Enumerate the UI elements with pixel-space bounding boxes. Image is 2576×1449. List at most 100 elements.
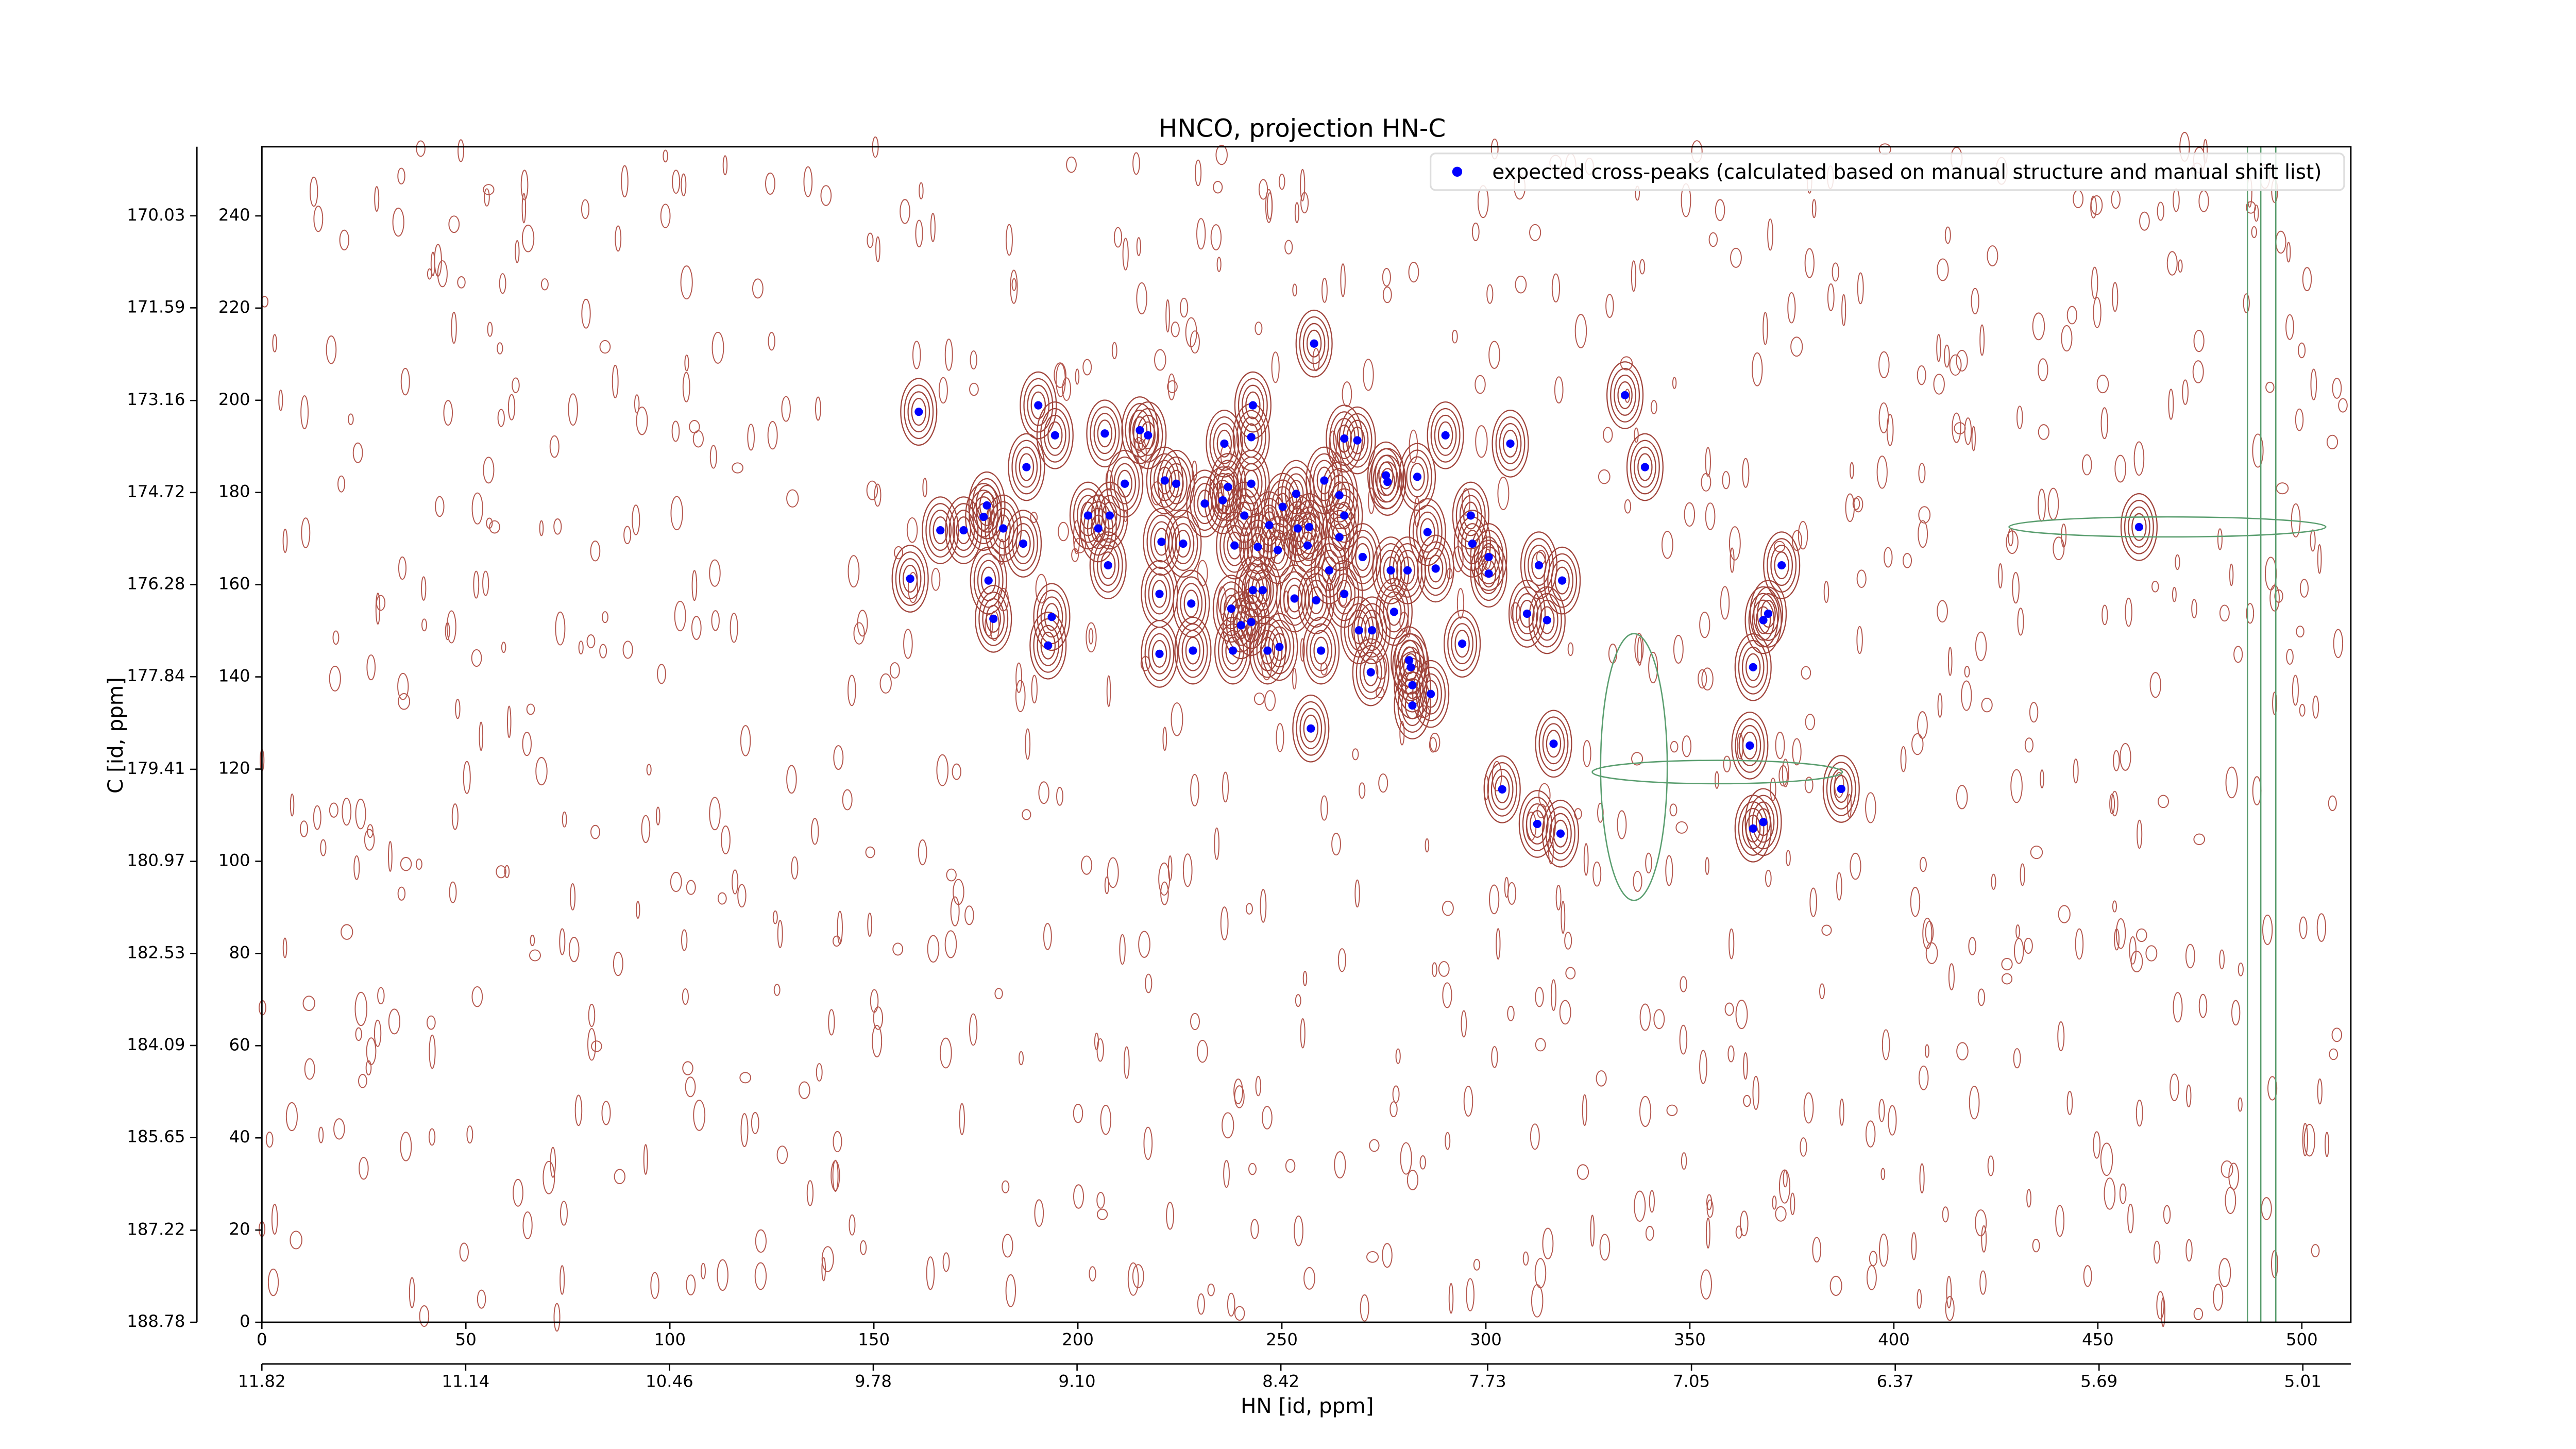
- peak-contour: [1553, 819, 1568, 848]
- noise-contour: [2325, 1132, 2330, 1157]
- cross-peak: [1837, 784, 1845, 794]
- noise-contour: [751, 1112, 759, 1134]
- noise-contour: [1123, 1046, 1130, 1079]
- noise-contour: [1937, 258, 1949, 281]
- noise-contour: [282, 528, 288, 553]
- noise-contour: [1699, 612, 1710, 638]
- peak-contour: [1545, 806, 1575, 861]
- noise-contour: [358, 1074, 367, 1088]
- peak-contour: [1168, 469, 1184, 498]
- noise-contour: [691, 570, 698, 601]
- peak-contour: [1502, 429, 1518, 458]
- cross-peak: [1200, 499, 1209, 508]
- peak-contour: [1731, 712, 1769, 780]
- noise-contour: [1165, 299, 1170, 333]
- noise-contour: [2120, 743, 2131, 771]
- noise-contour: [1171, 322, 1180, 338]
- cross-peak: [1265, 521, 1274, 530]
- peak-contour: [1402, 449, 1432, 504]
- peak-contour: [925, 503, 956, 558]
- noise-contour: [866, 480, 878, 500]
- noise-contour: [2153, 1240, 2161, 1264]
- noise-contour: [1880, 1168, 1886, 1181]
- noise-contour: [581, 298, 591, 329]
- noise-contour: [2136, 1099, 2143, 1127]
- peak-contour: [1735, 718, 1765, 773]
- noise-contour: [1922, 917, 1933, 950]
- peak-contour: [1332, 481, 1347, 510]
- x2-tick-label: 11.82: [238, 1372, 286, 1391]
- cross-peak: [1317, 646, 1326, 655]
- x-tick-label: 350: [1674, 1330, 1706, 1350]
- x-tick-label: 250: [1266, 1330, 1298, 1350]
- peak-contour: [1223, 525, 1246, 566]
- peak-contour: [1416, 511, 1439, 553]
- peak-contour: [1097, 419, 1113, 448]
- noise-contour: [820, 185, 832, 206]
- noise-contour: [2192, 360, 2204, 383]
- noise-contour: [621, 165, 629, 198]
- noise-contour: [685, 1076, 696, 1098]
- noise-contour: [831, 1160, 840, 1191]
- cross-peak: [1534, 561, 1544, 570]
- noise-contour: [959, 1103, 965, 1135]
- cross-peak: [1640, 463, 1649, 471]
- noise-contour: [1190, 330, 1200, 354]
- noise-contour: [1631, 260, 1637, 292]
- noise-contour: [2010, 769, 2023, 803]
- peak-contour: [1530, 810, 1545, 838]
- peak-contour: [1473, 530, 1504, 584]
- noise-contour: [2104, 1177, 2116, 1210]
- y-axis-label: C [id, ppm]: [103, 677, 128, 794]
- noise-contour: [709, 445, 717, 469]
- noise-contour: [671, 420, 680, 442]
- noise-contour: [2267, 1076, 2278, 1101]
- noise-contour: [1680, 976, 1687, 992]
- peak-contour: [1416, 666, 1446, 721]
- noise-contour: [272, 334, 277, 352]
- noise-contour: [1969, 1086, 1980, 1120]
- noise-contour: [1839, 1098, 1844, 1126]
- cross-peak: [1136, 426, 1144, 435]
- peak-contour: [1040, 408, 1070, 463]
- noise-contour: [709, 797, 721, 831]
- noise-contour: [1798, 521, 1808, 550]
- noise-contour: [530, 934, 535, 947]
- peak-contour: [1412, 504, 1443, 560]
- y-tick-label: 160: [218, 574, 250, 594]
- green-contours: [1591, 146, 2327, 1323]
- noise-contour: [1981, 1225, 1987, 1253]
- noise-contour: [1253, 692, 1265, 705]
- peak-contour: [1004, 510, 1042, 578]
- peak-contour: [1363, 658, 1379, 686]
- noise-contour: [463, 761, 471, 794]
- noise-contour: [304, 1058, 315, 1080]
- peak-contour: [1487, 762, 1517, 817]
- noise-contour: [1866, 1265, 1877, 1290]
- peak-contour: [1410, 463, 1425, 491]
- noise-contour: [1911, 1232, 1917, 1260]
- peak-contour: [929, 510, 952, 551]
- noise-contour: [2286, 242, 2291, 263]
- noise-contour: [309, 176, 318, 207]
- noise-contour: [2113, 750, 2120, 771]
- noise-contour: [1111, 342, 1117, 359]
- noise-contour: [1354, 879, 1360, 908]
- noise-contour: [512, 377, 520, 393]
- noise-contour: [786, 489, 799, 508]
- peak-contour: [985, 494, 1022, 563]
- peak-contour: [1252, 623, 1283, 678]
- noise-contour: [1850, 462, 1854, 479]
- noise-contour: [2299, 704, 2306, 717]
- peak-contour: [1141, 620, 1178, 688]
- noise-contour: [1631, 752, 1643, 766]
- peak-contour: [900, 378, 938, 446]
- noise-contour: [1791, 530, 1803, 551]
- peak-contour: [1748, 593, 1778, 648]
- y2-tick-label: 170.03: [127, 205, 185, 225]
- noise-contour: [2217, 528, 2223, 550]
- noise-contour: [2066, 306, 2077, 325]
- noise-contour: [1971, 426, 1976, 451]
- noise-contour: [777, 920, 783, 948]
- noise-contour: [732, 462, 743, 474]
